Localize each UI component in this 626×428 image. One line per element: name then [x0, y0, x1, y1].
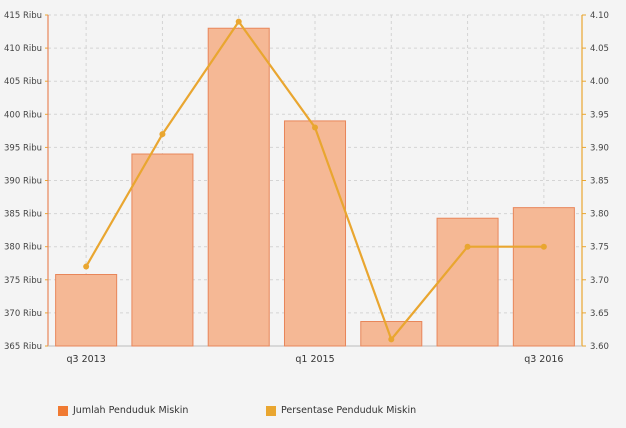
y-left-tick-label: 390 Ribu [4, 177, 42, 187]
line-point [312, 124, 318, 131]
y-left-tick-label: 365 Ribu [4, 342, 42, 352]
y-right-tick-label: 3.65 [590, 309, 609, 319]
x-tick-label: q1 2015 [295, 354, 334, 365]
y-left-tick-label: 380 Ribu [4, 243, 42, 253]
y-right-tick-label: 4.00 [590, 77, 609, 87]
bar [436, 217, 499, 347]
legend-label-jumlah: Jumlah Penduduk Miskin [73, 405, 189, 416]
y-left-tick-label: 375 Ribu [4, 276, 42, 286]
line-series [83, 18, 547, 343]
bar [131, 153, 194, 347]
y-left-tick-label: 405 Ribu [4, 77, 42, 87]
x-tick-label: q3 2013 [67, 354, 106, 365]
bar [512, 207, 575, 347]
y-right-tick-label: 3.60 [590, 342, 609, 352]
y-right-tick-label: 3.75 [590, 243, 609, 253]
y-left-tick-label: 395 Ribu [4, 143, 42, 153]
bar [283, 120, 347, 347]
y-left-tick-label: 410 Ribu [4, 44, 42, 54]
legend-swatch-line [266, 405, 276, 416]
line-point [464, 243, 471, 250]
bar [55, 274, 118, 347]
legend-label-persentase: Persentase Penduduk Miskin [281, 405, 417, 416]
y-left-tick-label: 385 Ribu [4, 210, 42, 220]
line-point [388, 336, 395, 343]
legend-swatch-bars [58, 405, 68, 416]
y-left-tick-label: 370 Ribu [4, 309, 42, 319]
y-right-tick-label: 4.05 [590, 44, 609, 54]
bar-series [55, 27, 575, 347]
y-left-tick-label: 415 Ribu [4, 11, 42, 21]
line-point [235, 18, 242, 25]
line-point [159, 131, 166, 138]
line-point [83, 263, 90, 270]
y-right-tick-label: 3.90 [590, 143, 609, 153]
y-right-tick-label: 3.70 [590, 276, 609, 286]
legend-item-jumlah[interactable]: Jumlah Penduduk Miskin [58, 405, 188, 416]
y-right-tick-label: 3.85 [590, 177, 609, 187]
tick-labels: 365 Ribu 370 Ribu 375 Ribu 380 Ribu 385 Ribu… [4, 11, 609, 365]
line-point [540, 243, 547, 250]
bar [207, 27, 270, 347]
y-right-tick-label: 4.10 [590, 11, 609, 21]
legend: Jumlah Penduduk Miskin Persentase Pendud… [58, 405, 618, 421]
x-tick-label: q3 2016 [524, 354, 563, 365]
y-right-tick-label: 3.80 [590, 210, 609, 220]
y-right-tick-label: 3.95 [590, 110, 609, 120]
legend-item-persentase[interactable]: Persentase Penduduk Miskin [266, 405, 416, 416]
y-left-tick-label: 400 Ribu [4, 110, 42, 120]
